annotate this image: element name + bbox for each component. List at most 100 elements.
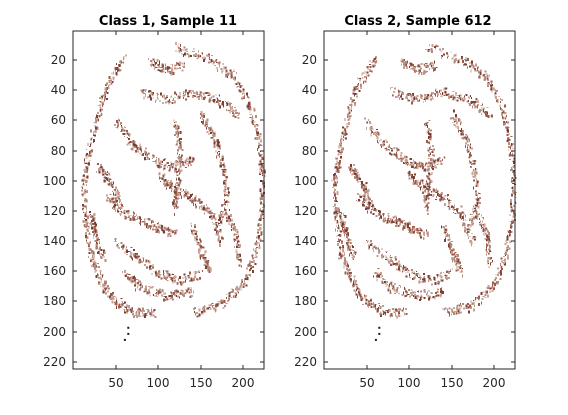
image-pixel	[171, 95, 173, 97]
image-pixel	[83, 169, 85, 171]
image-pixel	[118, 68, 120, 72]
image-pixel	[104, 283, 106, 286]
image-pixel	[190, 160, 192, 163]
image-pixel	[475, 212, 477, 214]
image-pixel	[495, 278, 497, 280]
image-pixel	[261, 169, 263, 173]
image-pixel	[228, 193, 230, 196]
image-pixel	[441, 55, 443, 57]
image-pixel	[456, 121, 458, 125]
image-pixel	[175, 294, 177, 297]
image-pixel	[358, 178, 360, 181]
image-pixel	[364, 186, 367, 189]
image-pixel	[198, 276, 201, 279]
image-pixel	[217, 99, 219, 101]
image-pixel	[249, 107, 252, 111]
image-pixel	[97, 104, 99, 106]
image-pixel	[166, 235, 169, 237]
image-pixel	[372, 275, 374, 278]
image-pixel	[509, 233, 511, 237]
image-pixel	[151, 92, 154, 95]
image-pixel	[126, 309, 129, 313]
image-pixel	[145, 151, 147, 154]
image-pixel	[423, 199, 426, 203]
image-pixel	[239, 285, 242, 288]
image-pixel	[163, 270, 165, 274]
image-pixel	[221, 216, 223, 218]
image-pixel	[107, 196, 109, 199]
image-pixel	[232, 291, 233, 293]
image-pixel	[101, 101, 104, 104]
image-pixel	[167, 66, 169, 70]
image-pixel	[159, 158, 161, 160]
image-pixel	[371, 199, 373, 202]
image-pixel	[339, 240, 340, 243]
image-pixel	[136, 146, 139, 150]
image-pixel	[149, 291, 150, 293]
image-pixel	[174, 230, 176, 234]
image-pixel	[131, 307, 133, 311]
image-pixel	[171, 69, 173, 72]
image-pixel	[375, 209, 378, 211]
image-pixel	[166, 297, 169, 301]
image-pixel	[92, 218, 95, 222]
image-pixel	[489, 248, 491, 252]
image-pixel	[174, 64, 176, 67]
image-pixel	[158, 221, 160, 224]
image-pixel	[429, 63, 431, 66]
image-pixel	[130, 147, 132, 150]
image-pixel	[382, 279, 385, 281]
image-pixel	[342, 251, 345, 253]
image-pixel	[376, 59, 378, 62]
image-pixel	[235, 71, 237, 74]
image-pixel	[373, 206, 375, 209]
image-pixel	[471, 63, 474, 67]
image-pixel	[111, 300, 114, 304]
image-pixel	[143, 89, 145, 92]
image-pixel	[341, 132, 344, 134]
image-pixel	[125, 246, 127, 249]
image-pixel	[410, 64, 412, 67]
image-pixel	[413, 97, 416, 101]
image-pixel	[431, 67, 434, 70]
image-pixel	[95, 262, 97, 264]
image-pixel	[238, 246, 241, 248]
image-pixel	[444, 275, 447, 277]
image-pixel	[468, 156, 470, 159]
image-pixel	[255, 251, 257, 254]
image-pixel	[161, 70, 164, 73]
image-pixel	[491, 290, 494, 292]
image-pixel	[173, 191, 176, 194]
image-pixel	[460, 307, 462, 309]
image-pixel	[212, 61, 215, 64]
image-pixel	[406, 93, 408, 95]
image-pixel	[340, 247, 342, 250]
image-pixel	[453, 124, 456, 126]
image-pixel	[382, 253, 384, 256]
image-pixel	[502, 116, 505, 120]
image-pixel	[390, 263, 393, 266]
image-pixel	[349, 272, 351, 276]
image-pixel	[144, 153, 147, 156]
image-pixel	[501, 116, 503, 119]
image-pixel	[410, 176, 413, 179]
image-pixel	[343, 263, 346, 265]
image-pixel	[201, 121, 204, 125]
image-pixel	[382, 314, 384, 316]
image-pixel	[251, 120, 254, 124]
image-pixel	[127, 210, 130, 213]
image-pixel	[238, 254, 241, 257]
image-pixel	[119, 198, 122, 202]
image-pixel	[175, 49, 177, 52]
image-pixel	[363, 200, 365, 202]
image-pixel	[338, 226, 340, 230]
image-pixel	[175, 185, 178, 186]
image-pixel	[116, 119, 118, 123]
image-pixel	[183, 280, 185, 283]
image-pixel	[335, 217, 336, 220]
image-pixel	[390, 282, 392, 285]
image-pixel	[356, 179, 358, 182]
image-pixel	[178, 278, 179, 282]
image-pixel	[152, 161, 155, 162]
image-pixel	[250, 274, 252, 277]
